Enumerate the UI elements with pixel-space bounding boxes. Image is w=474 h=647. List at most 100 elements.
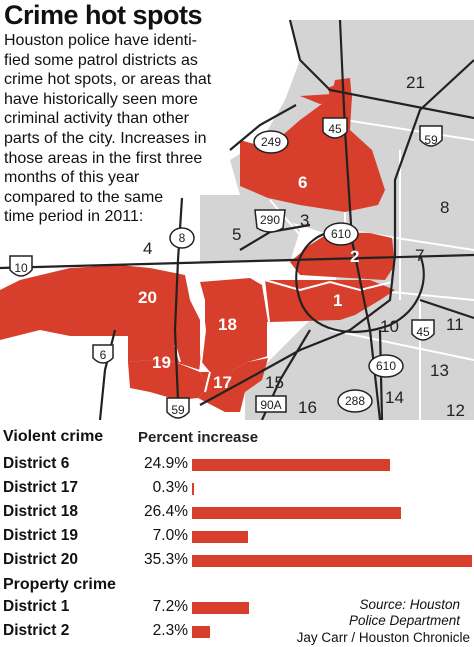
- district-17-area: [198, 358, 268, 412]
- svg-text:15: 15: [265, 373, 284, 392]
- percent-label: 2.3%: [152, 622, 188, 639]
- shield-6: 6: [92, 344, 114, 364]
- bar-row: District 19 7.0%: [0, 527, 474, 549]
- svg-text:5: 5: [232, 225, 241, 244]
- shield-249: 249: [253, 130, 289, 154]
- svg-text:18: 18: [218, 315, 237, 334]
- source-line: Source: Houston: [359, 597, 460, 612]
- svg-text:17: 17: [213, 373, 232, 392]
- percent-label: 26.4%: [144, 503, 188, 520]
- intro-line: parts of the city. Increases in: [4, 129, 207, 147]
- svg-text:45: 45: [328, 122, 342, 136]
- highway-shields: 45 249 59 290 610 8 10 45: [9, 117, 443, 419]
- district-2-area: [290, 232, 395, 280]
- property-crime-heading: Property crime: [3, 576, 116, 593]
- shield-59-south: 59: [166, 397, 190, 419]
- shield-288: 288: [337, 389, 373, 413]
- svg-text:12: 12: [446, 401, 465, 420]
- svg-text:4: 4: [143, 239, 152, 258]
- bar-row: District 2 2.3%: [0, 622, 474, 644]
- svg-text:6: 6: [100, 348, 107, 362]
- svg-text:11: 11: [446, 315, 464, 334]
- percent-bar: [192, 507, 402, 519]
- svg-text:16: 16: [298, 398, 317, 417]
- intro-text: Houston police have identi- fied some pa…: [4, 31, 266, 227]
- svg-text:10: 10: [380, 317, 399, 336]
- percent-bar: [192, 531, 248, 543]
- svg-text:21: 21: [406, 73, 425, 92]
- shield-90a: 90A: [255, 395, 287, 413]
- district-19-area: [128, 360, 208, 400]
- district-name: District 1: [3, 598, 70, 615]
- svg-text:288: 288: [345, 394, 365, 408]
- district-name: District 19: [3, 527, 78, 544]
- percent-bar: [192, 483, 195, 495]
- svg-text:90A: 90A: [260, 398, 281, 412]
- percent-bar: [192, 626, 211, 638]
- svg-text:19: 19: [152, 353, 171, 372]
- svg-text:610: 610: [331, 227, 351, 241]
- svg-text:8: 8: [440, 198, 449, 217]
- svg-text:249: 249: [261, 135, 281, 149]
- district-name: District 17: [3, 479, 78, 496]
- svg-text:3: 3: [300, 211, 309, 230]
- svg-text:59: 59: [424, 133, 438, 147]
- percent-bar: [192, 459, 390, 471]
- shield-610-south: 610: [368, 354, 404, 378]
- shield-610-north: 610: [323, 222, 359, 246]
- shield-45-south: 45: [411, 319, 435, 341]
- shield-59-north: 59: [419, 125, 443, 147]
- graphic-title: Crime hot spots: [4, 0, 203, 30]
- intro-line: fied some patrol districts as: [4, 51, 198, 69]
- svg-text:59: 59: [171, 403, 185, 417]
- district-name: District 2: [3, 622, 70, 639]
- source-note: Source: Houston Police Department: [349, 597, 460, 629]
- shield-45-north: 45: [322, 117, 348, 139]
- percent-label: 7.0%: [152, 527, 188, 544]
- percent-bar: [192, 602, 250, 614]
- intro-line: criminal activity than other: [4, 110, 189, 128]
- bar-row: District 6 24.9%: [0, 455, 474, 477]
- shield-10: 10: [9, 255, 33, 277]
- hotspot-boundaries: [174, 279, 393, 393]
- svg-text:2: 2: [350, 247, 359, 266]
- intro-line: compared to the same: [4, 188, 164, 206]
- district-6-top-area: [300, 78, 352, 104]
- svg-text:7: 7: [415, 246, 424, 265]
- intro-line: Houston police have identi-: [4, 32, 198, 49]
- percent-increase-heading: Percent increase: [138, 429, 259, 446]
- intro-line: months of this year: [4, 169, 140, 187]
- shield-290: 290: [254, 209, 286, 233]
- percent-label: 0.3%: [152, 479, 188, 496]
- percent-bar: [192, 555, 472, 567]
- bar-row: District 20 35.3%: [0, 551, 474, 573]
- svg-text:14: 14: [385, 388, 404, 407]
- intro-line: those areas in the first three: [4, 149, 203, 167]
- svg-text:6: 6: [298, 173, 307, 192]
- district-labels: 21 8 3 5 4 7 10 11 13 14 15 16 12 6 2 1 …: [138, 73, 465, 420]
- bar-row: District 1 7.2%: [0, 598, 474, 620]
- bar-row: District 18 26.4%: [0, 503, 474, 525]
- shield-8: 8: [169, 227, 195, 249]
- district-18-area: [200, 278, 268, 372]
- district-name: District 20: [3, 551, 78, 568]
- svg-text:610: 610: [376, 359, 396, 373]
- district-20-area: [0, 265, 200, 370]
- svg-text:1: 1: [333, 291, 342, 310]
- svg-text:8: 8: [179, 231, 186, 245]
- source-line: Police Department: [348, 613, 460, 628]
- percent-label: 7.2%: [152, 598, 188, 615]
- district-name: District 6: [3, 455, 70, 472]
- percent-label: 35.3%: [144, 551, 188, 568]
- district-name: District 18: [3, 503, 78, 520]
- intro-line: have historically seen more: [4, 90, 198, 108]
- hotspot-areas: [0, 78, 395, 412]
- svg-text:20: 20: [138, 288, 157, 307]
- svg-text:45: 45: [416, 325, 430, 339]
- violent-crime-heading: Violent crime: [3, 428, 104, 445]
- intro-line: crime hot spots, or areas that: [4, 71, 212, 89]
- svg-text:290: 290: [260, 213, 280, 227]
- credit-line: Jay Carr / Houston Chronicle: [296, 630, 470, 645]
- bar-row: District 17 0.3%: [0, 479, 474, 501]
- svg-text:10: 10: [14, 261, 28, 275]
